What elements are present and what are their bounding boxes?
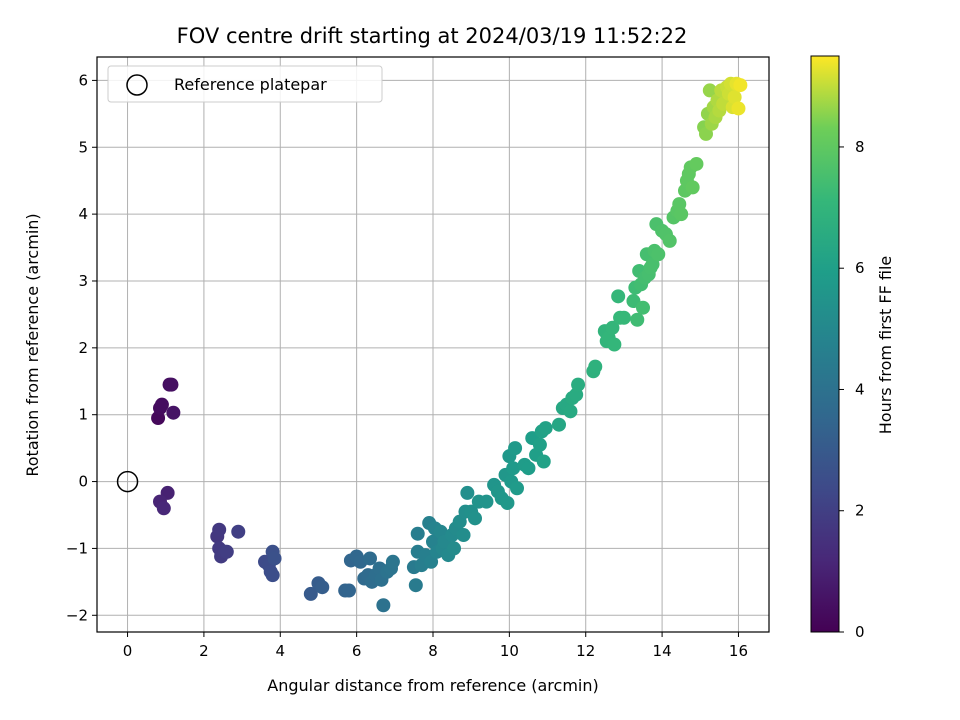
colorbar-label: Hours from first FF file	[876, 256, 895, 435]
data-point	[702, 83, 717, 98]
data-point	[674, 207, 689, 222]
data-point	[588, 359, 603, 374]
plot-frame	[96, 56, 770, 633]
colorbar-tick-label: 8	[855, 138, 865, 156]
data-point	[265, 568, 280, 583]
x-tick-label: 2	[199, 642, 209, 660]
colorbar: 0 2 4 6 8 Hours from first FF file	[810, 55, 895, 641]
data-point	[500, 495, 515, 510]
x-tick-label: 10	[500, 642, 519, 660]
y-tick-label: 1	[78, 406, 88, 424]
data-point	[651, 247, 666, 262]
data-point	[410, 526, 425, 541]
data-point	[408, 578, 423, 593]
data-point	[607, 337, 622, 352]
data-point	[231, 524, 246, 539]
colorbar-tick-label: 4	[855, 380, 865, 398]
y-tick-label: −2	[66, 606, 88, 624]
x-axis-label: Angular distance from reference (arcmin)	[267, 676, 598, 695]
data-point	[636, 300, 650, 315]
data-point	[460, 485, 475, 500]
data-point	[267, 551, 282, 566]
data-points	[151, 76, 748, 613]
data-point	[212, 522, 227, 537]
data-point	[385, 554, 400, 569]
x-tick-label: 4	[275, 642, 285, 660]
data-point	[468, 511, 482, 526]
data-point	[616, 310, 631, 325]
y-axis-label: Rotation from reference (arcmin)	[23, 213, 42, 476]
data-point	[164, 377, 179, 392]
data-point	[532, 437, 547, 452]
legend-marker-icon	[126, 74, 148, 96]
y-tick-label: −1	[66, 539, 88, 557]
y-tick-label: 4	[78, 205, 88, 223]
data-point	[727, 90, 742, 105]
data-point	[685, 180, 700, 195]
data-point	[315, 580, 330, 595]
data-point	[506, 461, 521, 476]
x-tick-label: 12	[576, 642, 595, 660]
data-point	[536, 454, 551, 469]
data-point	[508, 441, 523, 456]
data-point	[521, 461, 536, 476]
data-point	[563, 404, 578, 419]
y-tick-label: 0	[78, 473, 88, 491]
data-point	[166, 405, 181, 420]
legend-box	[107, 65, 383, 103]
data-point	[605, 320, 620, 335]
data-point	[662, 233, 677, 248]
y-tick-label: 2	[78, 339, 88, 357]
reference-marker	[116, 470, 139, 493]
y-tick-label: 5	[78, 138, 88, 156]
data-point	[510, 481, 524, 496]
data-point	[219, 544, 234, 559]
data-point	[456, 528, 471, 543]
colorbar-tick-label: 6	[855, 259, 865, 277]
colorbar-ticks: 0 2 4 6 8	[839, 138, 865, 641]
data-point	[363, 551, 377, 566]
x-tick-label: 0	[123, 642, 133, 660]
data-point	[303, 586, 318, 601]
data-point	[479, 494, 494, 509]
data-point	[156, 501, 171, 516]
data-point	[733, 78, 748, 93]
x-tick-label: 6	[352, 642, 362, 660]
data-point	[538, 421, 553, 436]
x-tick-label: 16	[729, 642, 748, 660]
y-axis-ticks: −2 −1 0 1 2 3 4 5 6	[66, 71, 97, 624]
data-point	[376, 598, 391, 613]
chart-title: FOV centre drift starting at 2024/03/19 …	[177, 24, 688, 48]
data-point	[611, 289, 626, 304]
colorbar-tick-label: 2	[855, 502, 865, 520]
colorbar-gradient	[810, 55, 840, 633]
colorbar-tick-label: 0	[855, 623, 865, 641]
legend-label: Reference platepar	[174, 75, 327, 94]
y-tick-label: 3	[78, 272, 88, 290]
data-point	[447, 541, 461, 556]
y-tick-label: 6	[78, 71, 88, 89]
data-point	[154, 397, 169, 412]
data-point	[552, 417, 566, 432]
data-point	[689, 156, 704, 171]
data-point	[731, 101, 746, 116]
data-point	[630, 312, 645, 327]
data-point	[342, 583, 356, 598]
data-point	[571, 377, 586, 392]
x-tick-label: 14	[653, 642, 672, 660]
x-tick-label: 8	[428, 642, 438, 660]
legend: Reference platepar	[107, 65, 383, 103]
x-axis-ticks: 0 2 4 6 8 10 12 14 16	[123, 632, 748, 660]
